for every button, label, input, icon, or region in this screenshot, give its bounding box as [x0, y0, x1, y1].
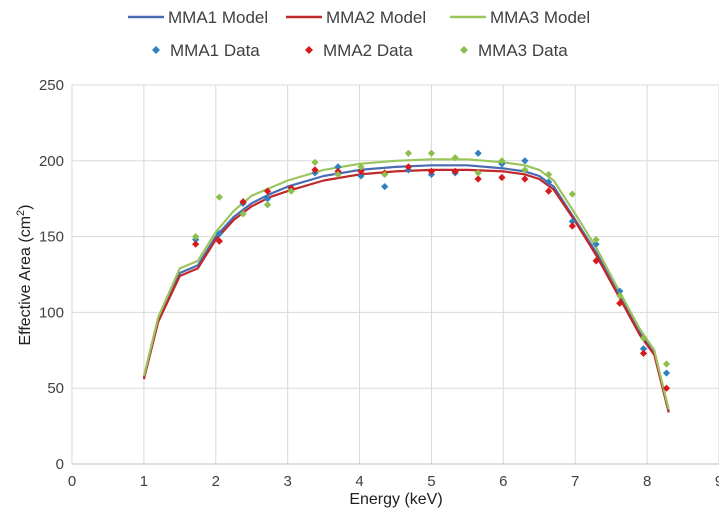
legend-label: MMA2 Model — [326, 8, 426, 27]
legend-item-mma2-data: MMA2 Data — [305, 41, 413, 60]
mma1-data-point — [592, 240, 600, 248]
x-tick-label: 2 — [212, 473, 220, 490]
mma2-data-point — [239, 198, 247, 206]
mma3-data-point — [568, 190, 576, 198]
mma1-data-point — [568, 217, 576, 226]
legend-item-mma3-model: MMA3 Model — [450, 8, 590, 27]
y-axis-title: Effective Area (cm2) — [15, 205, 34, 346]
mma2-data-point — [427, 167, 436, 176]
legend-label: MMA1 Data — [170, 41, 260, 60]
mma2-data-point — [568, 222, 576, 230]
mma2-data-point — [521, 175, 529, 183]
mma3-model-line — [142, 158, 670, 410]
y-tick-label: 200 — [39, 153, 64, 170]
mma2-data-point — [311, 166, 319, 174]
legend-label: MMA2 Data — [323, 41, 413, 60]
x-tick-label: 0 — [68, 473, 76, 490]
mma2-data-point — [192, 240, 200, 248]
mma2-data-point — [357, 167, 365, 176]
mma1-data-point — [616, 287, 624, 295]
mma1-data-point — [381, 182, 389, 191]
mma3-data-point — [474, 169, 482, 177]
mma3-data-point — [263, 201, 272, 209]
mma3-data-point — [545, 170, 553, 179]
tick-labels: 0 1 2 3 4 5 6 7 8 9 0 50 100 150 200 250 — [39, 77, 719, 490]
legend-swatch — [460, 46, 468, 54]
y-tick-label: 250 — [39, 77, 64, 94]
mma2-data-point — [474, 175, 482, 183]
legend-label: MMA1 Model — [168, 8, 268, 27]
x-tick-label: 9 — [715, 473, 719, 490]
x-axis-title: Energy (keV) — [349, 491, 442, 508]
x-tick-label: 8 — [643, 473, 651, 490]
x-tick-label: 6 — [499, 473, 507, 490]
x-tick-label: 5 — [427, 473, 435, 490]
mma1-data-point — [263, 195, 272, 203]
mma3-data-point — [616, 292, 624, 300]
axes — [71, 85, 719, 465]
mma2-data-point — [639, 349, 648, 357]
mma3-data-point — [287, 187, 295, 195]
y-tick-label: 100 — [39, 304, 64, 321]
mma1-data-point — [521, 157, 529, 165]
mma3-data-point — [404, 149, 413, 157]
mma2-data-point — [404, 163, 413, 171]
mma3-data-point — [521, 166, 529, 174]
legend-item-mma3-data: MMA3 Data — [460, 41, 568, 60]
legend-item-mma1-model: MMA1 Model — [128, 8, 268, 27]
mma3-data-point — [451, 154, 459, 162]
x-tick-label: 7 — [571, 473, 579, 490]
mma2-data-point — [616, 299, 624, 307]
mma1-data-point — [215, 229, 223, 238]
mma3-data-point — [381, 170, 389, 179]
y-axis-title-close: ) — [17, 205, 34, 210]
mma2-model-line — [142, 168, 670, 413]
mma2-data-point — [263, 187, 272, 195]
mma3-data-point — [311, 158, 319, 166]
mma1-data-point — [357, 172, 365, 180]
mma2-data-point — [215, 237, 223, 245]
legend-label: MMA3 Model — [490, 8, 590, 27]
plot-area — [142, 149, 671, 413]
mma1-model-line — [142, 164, 670, 412]
mma2-data-point — [498, 173, 506, 182]
mma3-data-point — [239, 210, 247, 218]
legend-swatch — [152, 46, 160, 54]
mma2-data-point — [662, 384, 671, 392]
y-axis-title-main: Effective Area (cm — [17, 216, 34, 346]
mma3-data-point — [498, 157, 506, 165]
mma1-data-point — [545, 178, 553, 186]
mma2-data-point — [451, 167, 459, 176]
legend: MMA1 Model MMA2 Model MMA3 Model MMA1 Data M… — [128, 8, 590, 60]
x-tick-label: 1 — [140, 473, 148, 490]
mma3-data-point — [334, 170, 342, 179]
legend-item-mma1-data: MMA1 Data — [152, 41, 260, 60]
x-tick-label: 3 — [283, 473, 291, 490]
legend-swatch — [305, 46, 313, 54]
mma3-data-point — [639, 334, 648, 342]
mma3-data-point — [192, 233, 200, 241]
x-tick-label: 4 — [355, 473, 363, 490]
gridlines — [72, 84, 719, 464]
y-axis-title-superscript: 2 — [15, 210, 27, 216]
mma2-data-point — [592, 257, 600, 265]
mma3-data-point — [357, 163, 365, 171]
mma2-data-point — [545, 187, 553, 195]
mma1-data-point — [662, 369, 671, 377]
y-tick-label: 50 — [47, 380, 64, 397]
mma3-data-point — [592, 236, 600, 244]
legend-label: MMA3 Data — [478, 41, 568, 60]
mma3-data-point — [215, 193, 223, 201]
mma1-data-point — [334, 163, 342, 171]
y-tick-label: 0 — [56, 456, 64, 473]
mma3-data-point — [662, 360, 671, 368]
y-tick-label: 150 — [39, 229, 64, 246]
mma3-data-point — [427, 149, 436, 157]
mma1-data-point — [639, 345, 648, 353]
legend-item-mma2-model: MMA2 Model — [286, 8, 426, 27]
mma1-data-point — [474, 149, 482, 157]
